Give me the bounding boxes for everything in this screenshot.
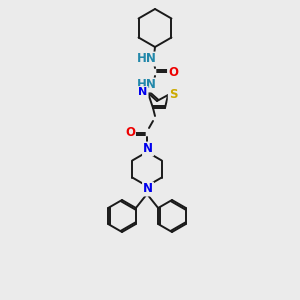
Text: HN: HN: [137, 52, 157, 65]
Text: N: N: [143, 142, 153, 155]
Text: HN: HN: [137, 79, 157, 92]
Text: N: N: [138, 87, 148, 97]
Text: O: O: [168, 65, 178, 79]
Text: O: O: [125, 127, 135, 140]
Text: S: S: [169, 88, 177, 101]
Text: N: N: [143, 182, 153, 196]
